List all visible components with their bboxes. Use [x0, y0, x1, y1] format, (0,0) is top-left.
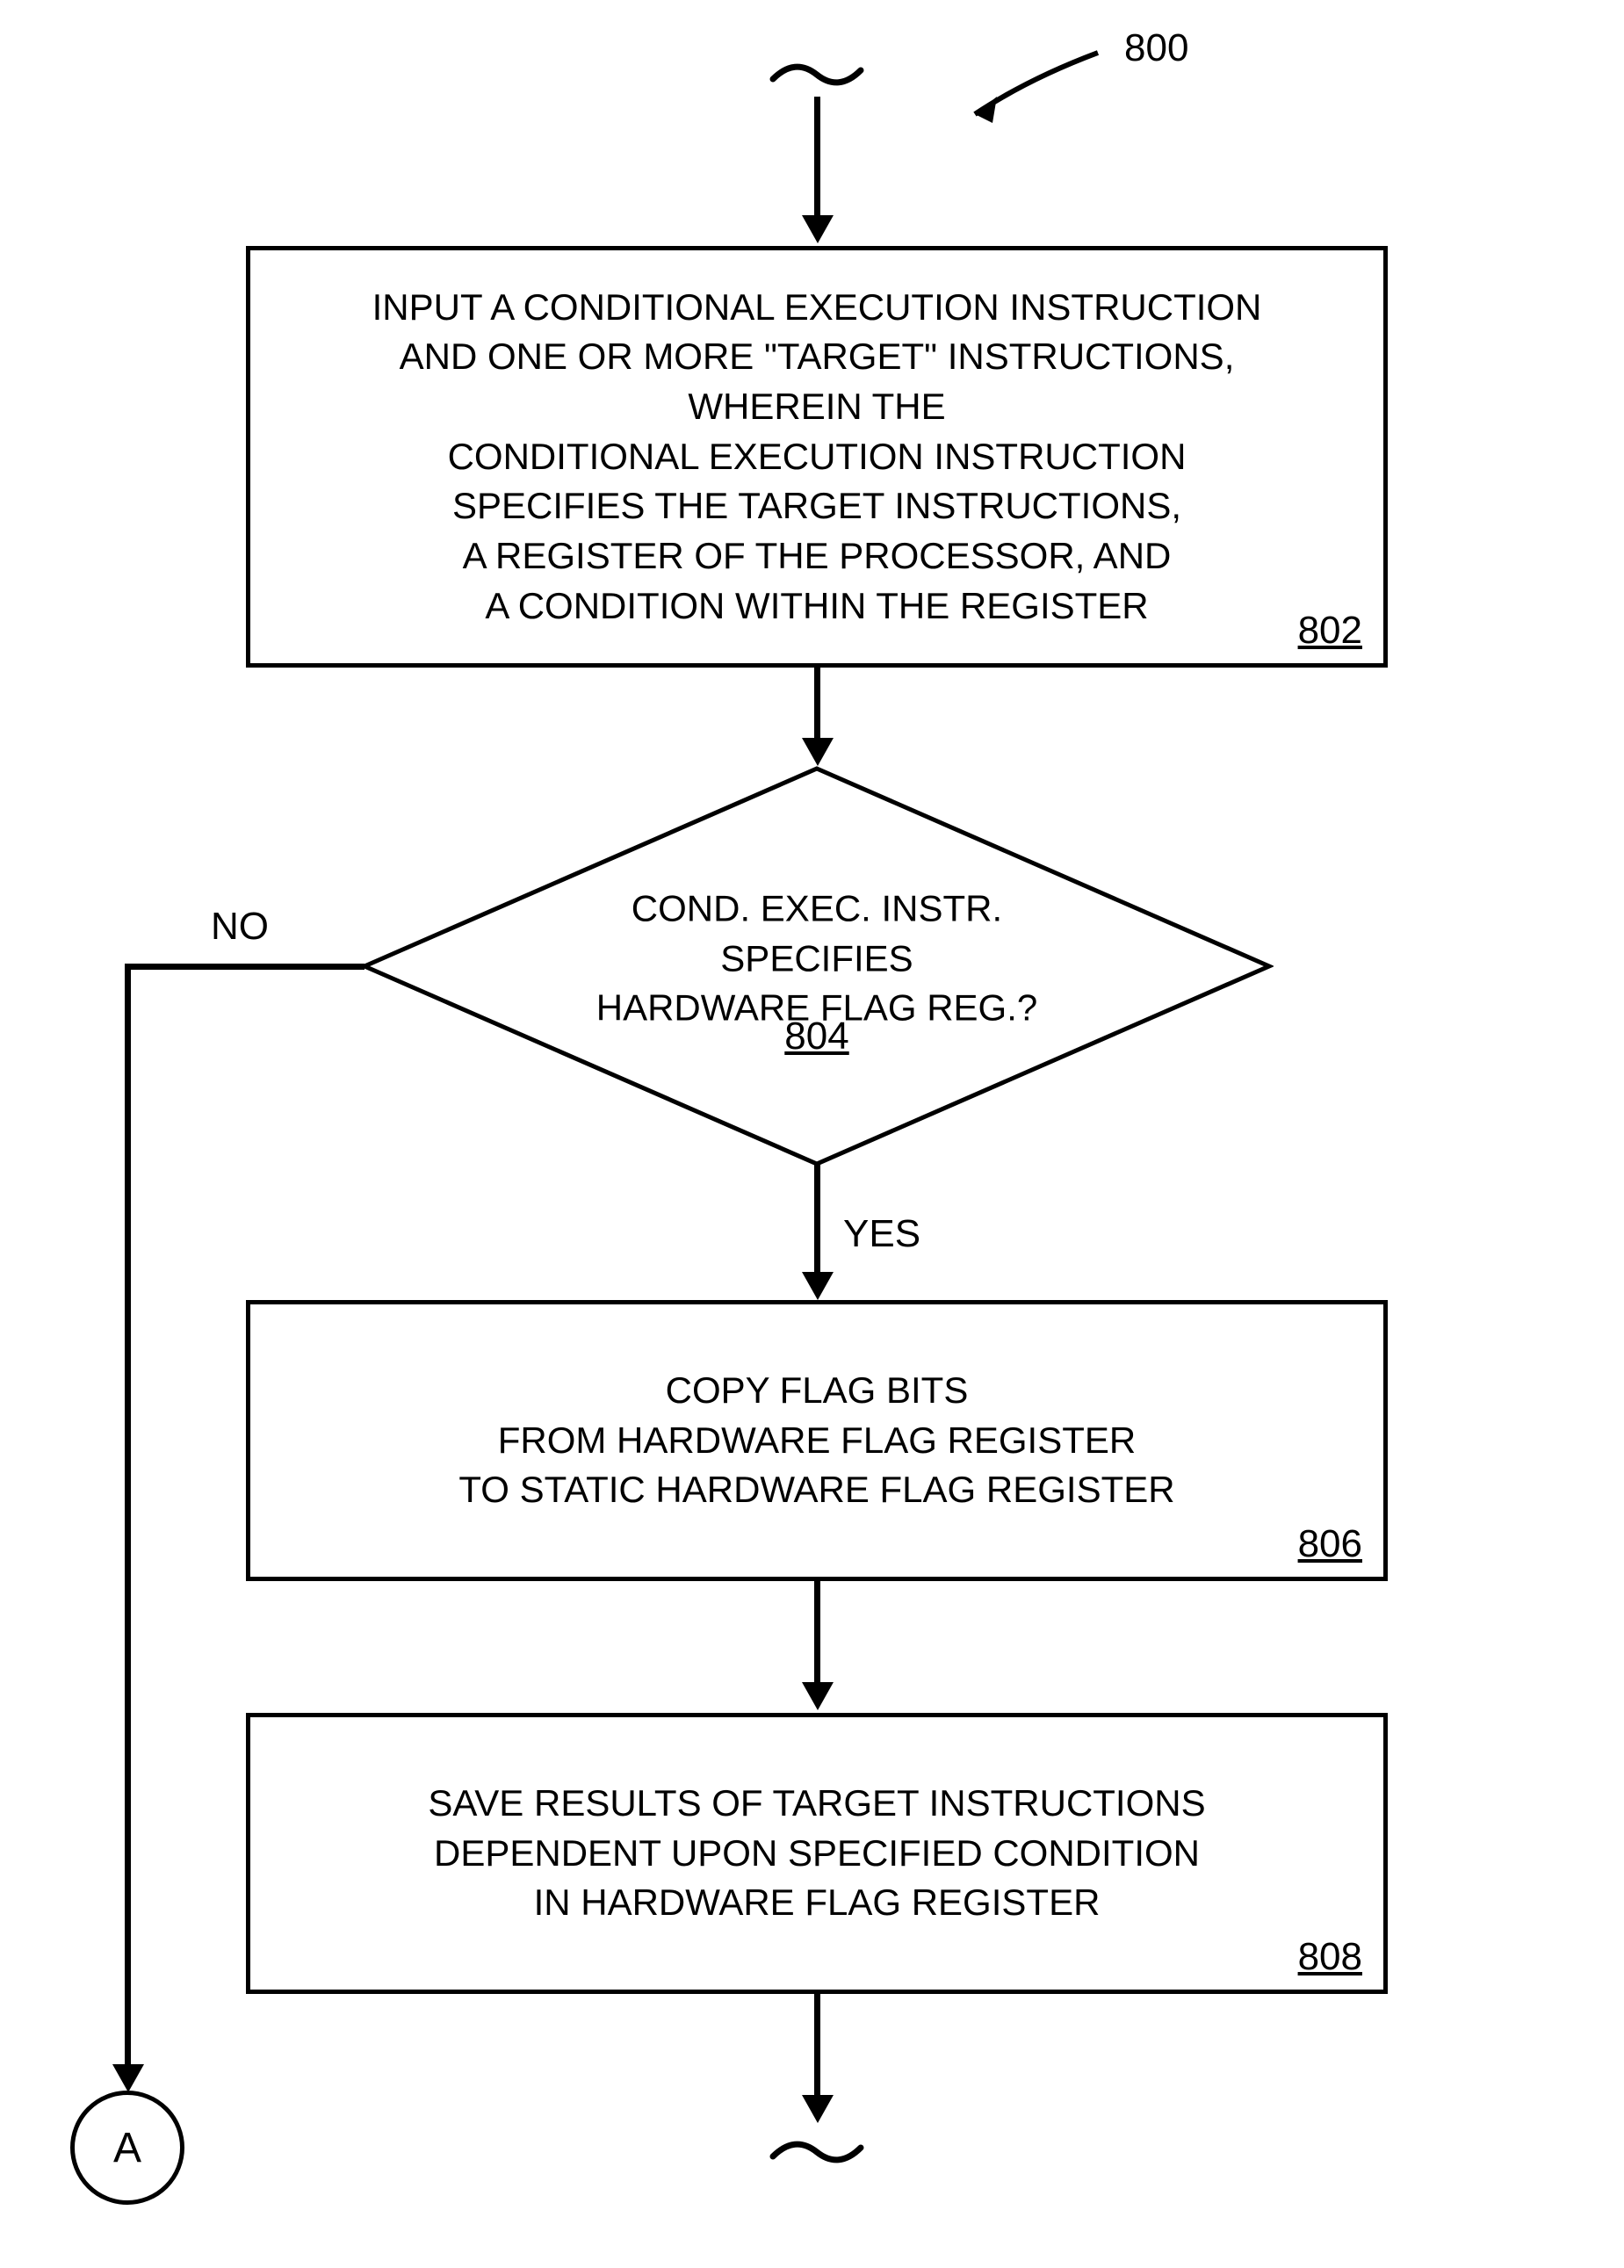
box-808-text: SAVE RESULTS OF TARGET INSTRUCTIONS DEPE…	[428, 1779, 1205, 1928]
arrowhead-top-to-802	[802, 215, 834, 243]
yes-label: YES	[843, 1212, 920, 1256]
box-802-line-3: CONDITIONAL EXECUTION INSTRUCTION	[448, 436, 1187, 477]
process-box-806: COPY FLAG BITS FROM HARDWARE FLAG REGIST…	[246, 1300, 1388, 1581]
box-808-line-2: IN HARDWARE FLAG REGISTER	[534, 1882, 1101, 1923]
box-806-line-2: TO STATIC HARDWARE FLAG REGISTER	[458, 1469, 1174, 1510]
arrowhead-808-to-bottom	[802, 2095, 834, 2123]
tilde-bottom	[764, 2126, 870, 2178]
box-808-line-0: SAVE RESULTS OF TARGET INSTRUCTIONS	[428, 1782, 1205, 1824]
box-802-line-5: A REGISTER OF THE PROCESSOR, AND	[463, 535, 1172, 576]
box-802-num: 802	[1298, 609, 1362, 653]
figure-label: 800	[1124, 26, 1188, 70]
no-line-vertical	[125, 964, 131, 2070]
box-802-line-0: INPUT A CONDITIONAL EXECUTION INSTRUCTIO…	[372, 286, 1262, 328]
arrow-804-to-806	[814, 1164, 820, 1274]
process-box-802: INPUT A CONDITIONAL EXECUTION INSTRUCTIO…	[246, 246, 1388, 668]
box-802-text: INPUT A CONDITIONAL EXECUTION INSTRUCTIO…	[372, 283, 1262, 632]
arrowhead-806-to-808	[802, 1682, 834, 1710]
box-808-num: 808	[1298, 1935, 1362, 1979]
arrow-806-to-808	[814, 1581, 820, 1682]
box-806-num: 806	[1298, 1522, 1362, 1566]
no-line-horizontal	[127, 964, 364, 970]
arrowhead-802-to-804	[802, 738, 834, 766]
diamond-804-num: 804	[784, 1015, 848, 1058]
no-label: NO	[211, 905, 269, 949]
box-802-line-2: WHEREIN THE	[688, 386, 945, 427]
figure-leader-arrow	[922, 35, 1142, 141]
box-806-text: COPY FLAG BITS FROM HARDWARE FLAG REGIST…	[458, 1366, 1174, 1515]
process-box-808: SAVE RESULTS OF TARGET INSTRUCTIONS DEPE…	[246, 1713, 1388, 1994]
tilde-top	[764, 48, 870, 101]
connector-a-label: A	[113, 2124, 141, 2172]
box-802-line-6: A CONDITION WITHIN THE REGISTER	[485, 585, 1148, 626]
box-808-line-1: DEPENDENT UPON SPECIFIED CONDITION	[434, 1832, 1200, 1874]
arrowhead-no-to-a	[112, 2064, 144, 2092]
arrow-802-to-804	[814, 668, 820, 738]
arrowhead-804-to-806	[802, 1272, 834, 1300]
box-802-line-4: SPECIFIES THE TARGET INSTRUCTIONS,	[452, 485, 1181, 526]
flowchart-container: 800 INPUT A CONDITIONAL EXECUTION INSTRU…	[0, 0, 1624, 2268]
diamond-804-line-0: COND. EXEC. INSTR.	[632, 887, 1002, 928]
diamond-804-text: COND. EXEC. INSTR. SPECIFIES HARDWARE FL…	[451, 884, 1182, 1033]
diamond-804-line-1: SPECIFIES	[720, 937, 913, 979]
arrow-808-to-bottom	[814, 1994, 820, 2095]
box-806-line-0: COPY FLAG BITS	[666, 1369, 969, 1411]
connector-a: A	[70, 2091, 184, 2205]
box-802-line-1: AND ONE OR MORE "TARGET" INSTRUCTIONS,	[400, 336, 1235, 377]
decision-diamond-804: COND. EXEC. INSTR. SPECIFIES HARDWARE FL…	[360, 764, 1274, 1168]
box-806-line-1: FROM HARDWARE FLAG REGISTER	[498, 1419, 1137, 1461]
arrow-top-to-802	[814, 97, 820, 215]
